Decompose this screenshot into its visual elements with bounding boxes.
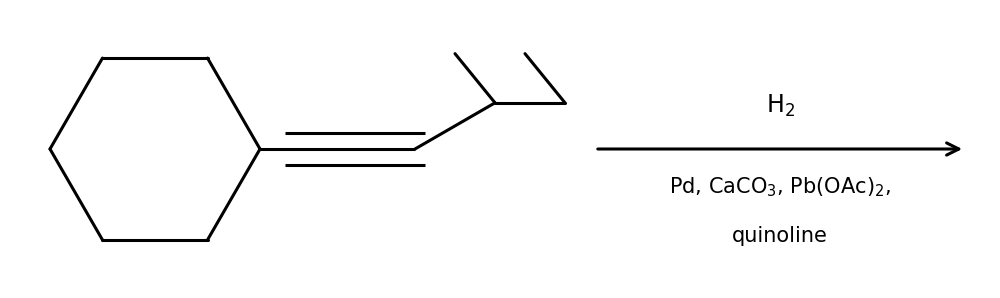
Text: Pd, CaCO$_3$, Pb(OAc)$_2$,: Pd, CaCO$_3$, Pb(OAc)$_2$, <box>669 176 891 199</box>
Text: quinoline: quinoline <box>732 226 828 246</box>
Text: H$_2$: H$_2$ <box>766 93 794 119</box>
